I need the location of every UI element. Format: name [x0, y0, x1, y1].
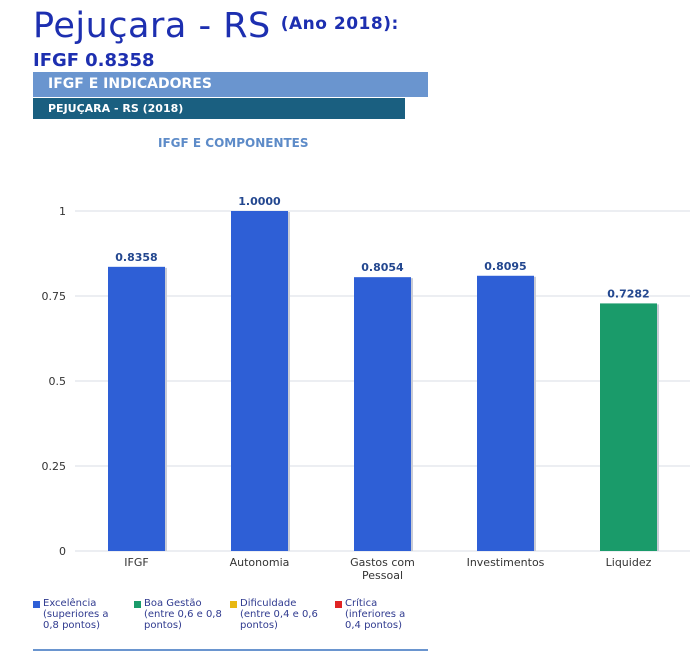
ifgf-value: 0.8358 [85, 50, 155, 71]
x-tick-label: Liquidez [606, 556, 652, 569]
legend-item-excelencia: Excelência (superiores a 0,8 pontos) [33, 598, 109, 631]
bar-chart: 0 0.25 0.5 0.75 1 0.8358 IFGF 1.0000 Autonomia 0.… [42, 195, 690, 582]
legend-desc-dificuldade-1: (entre 0,4 e 0,6 [240, 609, 318, 620]
bar [108, 266, 165, 551]
legend-label-dificuldade: Dificuldade [240, 598, 297, 609]
legend-desc-critica-2: 0,4 pontos) [345, 620, 403, 631]
legend-desc-excelencia-2: 0,8 pontos) [43, 620, 101, 631]
bar [231, 211, 288, 551]
legend-desc-dificuldade-2: pontos) [240, 620, 278, 631]
legend-desc-boa-gestao-1: (entre 0,6 e 0,8 [144, 609, 222, 620]
data-label: 0.8358 [115, 251, 157, 264]
legend-desc-excelencia-1: (superiores a [43, 609, 109, 620]
ifgf-summary: IFGF 0.8358 [33, 50, 155, 71]
legend-item-dificuldade: Dificuldade (entre 0,4 e 0,6 pontos) [230, 598, 318, 631]
legend-swatch-boa-gestao [134, 601, 141, 608]
legend-item-critica: Crítica (inferiores a 0,4 pontos) [335, 598, 405, 631]
x-tick-label: Gastos com [350, 556, 415, 569]
legend-swatch-dificuldade [230, 601, 237, 608]
chart-title: IFGF E COMPONENTES [158, 136, 309, 150]
legend-swatch-excelencia [33, 601, 40, 608]
ifgf-label: IFGF [33, 50, 80, 71]
y-tick-label: 0.25 [42, 460, 67, 473]
legend-desc-critica-1: (inferiores a [345, 609, 406, 620]
page-title: Pejuçara - RS (Ano 2018): [33, 6, 399, 46]
legend-label-boa-gestao: Boa Gestão [144, 598, 202, 609]
section-band-secondary: PEJUÇARA - RS (2018) [33, 98, 405, 119]
legend-desc-boa-gestao-2: pontos) [144, 620, 182, 631]
legend: Excelência (superiores a 0,8 pontos) Boa… [0, 598, 700, 638]
y-tick-label: 0.75 [42, 290, 67, 303]
bar [600, 303, 657, 551]
x-tick-label: Investimentos [467, 556, 545, 569]
bar [354, 277, 411, 551]
data-label: 0.7282 [607, 287, 649, 300]
y-tick-label: 0.5 [49, 375, 67, 388]
bottom-rule [33, 649, 428, 651]
x-tick-label: Autonomia [230, 556, 290, 569]
y-tick-label: 0 [59, 545, 66, 558]
data-label: 0.8054 [361, 261, 404, 274]
bar [477, 275, 534, 551]
data-label: 0.8095 [484, 260, 526, 273]
section-band-primary: IFGF E INDICADORES [33, 72, 428, 97]
y-tick-label: 1 [59, 205, 66, 218]
x-tick-label: IFGF [124, 556, 148, 569]
legend-label-excelencia: Excelência [43, 598, 97, 609]
legend-item-boa-gestao: Boa Gestão (entre 0,6 e 0,8 pontos) [134, 598, 222, 631]
municipality-name: Pejuçara - RS [33, 6, 271, 46]
year-label: (Ano 2018): [280, 14, 399, 34]
legend-label-critica: Crítica [345, 598, 378, 609]
legend-swatch-critica [335, 601, 342, 608]
x-tick-label: Pessoal [362, 569, 403, 582]
data-label: 1.0000 [238, 195, 281, 208]
